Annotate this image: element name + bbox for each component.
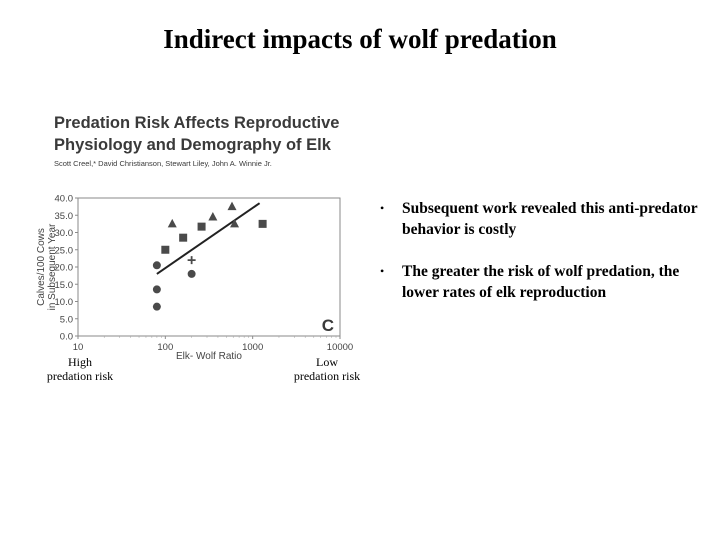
x-tick-label: 10 [73, 342, 84, 353]
y-tick-label: 35.0 [55, 211, 74, 222]
bullet-dot-icon: • [380, 201, 385, 215]
panel-label: C [322, 316, 334, 335]
y-tick-label: 30.0 [55, 228, 74, 239]
bullet-text: The greater the risk of wolf predation, … [402, 263, 680, 301]
data-point-circle [152, 302, 161, 311]
x-tick-label: 100 [157, 342, 173, 353]
high-risk-label: High predation risk [46, 355, 114, 383]
data-point-square [197, 222, 206, 231]
bullet-list: • Subsequent work revealed this anti-pre… [380, 198, 710, 324]
low-risk-label: Low predation risk [293, 355, 361, 383]
data-point-circle [152, 285, 161, 294]
y-axis-label: Calves/100 Cowsin Subsequent Year [36, 223, 58, 310]
data-point-square [161, 245, 170, 254]
y-tick-label: 25.0 [55, 245, 74, 256]
data-point-square [258, 219, 267, 228]
trend-line [156, 202, 261, 275]
bullet-item: • The greater the risk of wolf predation… [380, 261, 710, 303]
bullet-item: • Subsequent work revealed this anti-pre… [380, 198, 710, 240]
y-tick-label: 0.0 [60, 332, 73, 343]
y-tick-label: 40.0 [55, 194, 74, 205]
data-point-circle [152, 261, 161, 270]
bullet-text: Subsequent work revealed this anti-preda… [402, 200, 698, 238]
y-tick-label: 20.0 [55, 263, 74, 274]
data-point-triangle [208, 211, 218, 221]
x-axis-label: Elk- Wolf Ratio [176, 351, 242, 362]
data-point-circle [187, 269, 196, 278]
y-tick-label: 15.0 [55, 280, 74, 291]
paper-title: Predation Risk Affects Reproductive Phys… [54, 114, 340, 154]
x-tick-label: 10000 [327, 342, 353, 353]
x-tick-label: 1000 [242, 342, 263, 353]
data-point-triangle [230, 218, 240, 228]
bullet-dot-icon: • [380, 264, 385, 278]
y-tick-label: 5.0 [60, 314, 73, 325]
data-point-triangle [227, 201, 237, 211]
paper-authors: Scott Creel,* David Christianson, Stewar… [54, 159, 272, 168]
y-tick-label: 10.0 [55, 297, 74, 308]
plot-frame [77, 197, 341, 337]
data-point-square [179, 233, 188, 242]
data-point-cross [187, 256, 196, 265]
data-point-triangle [167, 218, 177, 228]
slide-title: Indirect impacts of wolf predation [163, 24, 557, 54]
